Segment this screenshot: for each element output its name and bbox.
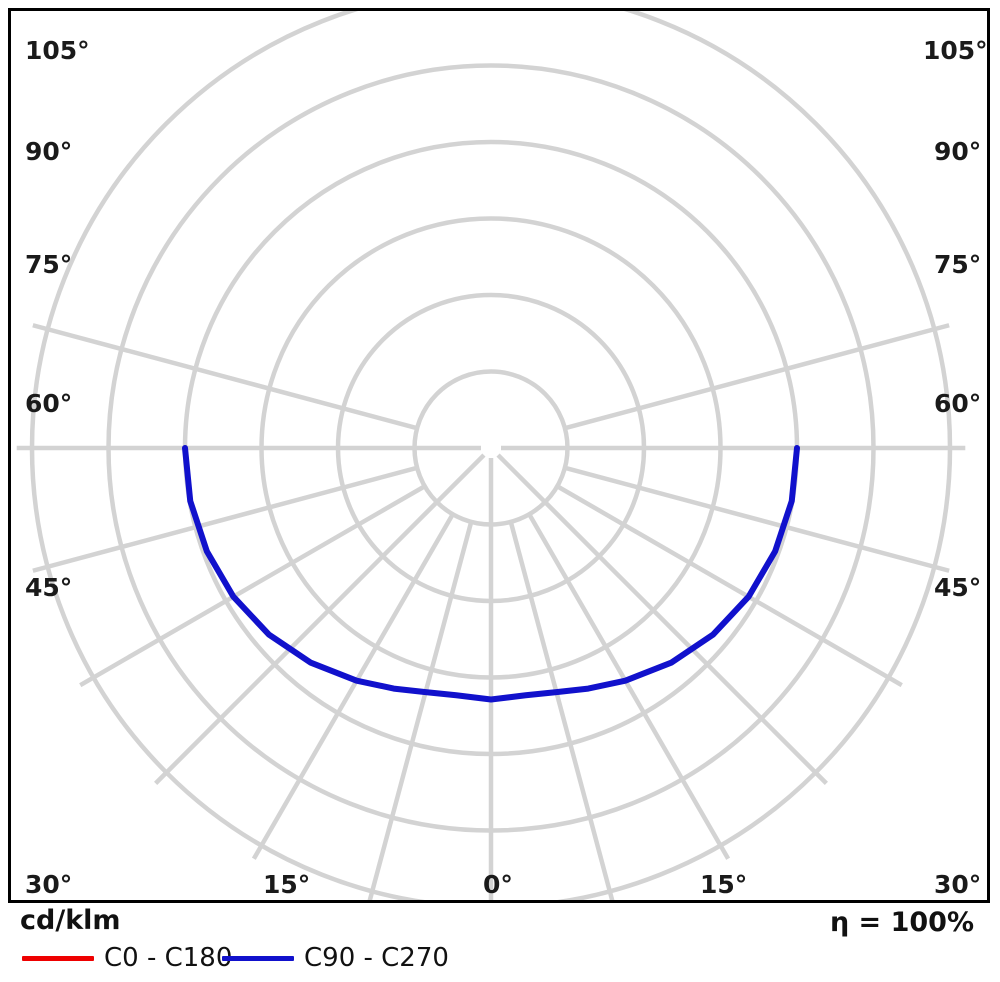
angle-tick-right-5: 30°	[934, 870, 982, 899]
angle-tick-right-2: 75°	[934, 250, 982, 279]
angle-tick-right-4: 45°	[934, 573, 982, 602]
polar-grid	[16, 11, 966, 900]
legend-label-c90-c270: C90 - C270	[304, 943, 449, 973]
angle-tick-bottom-0: 15°	[263, 870, 311, 899]
angle-tick-left-0: 105°	[25, 36, 90, 65]
grid-spoke-105	[564, 323, 950, 431]
unit-label: cd/klm	[20, 905, 121, 936]
legend-label-c0-c180: C0 - C180	[104, 943, 233, 973]
angle-tick-left-1: 90°	[25, 137, 73, 166]
legend-item-c90-c270[interactable]: C90 - C270	[222, 943, 449, 973]
grid-spoke--105	[32, 323, 418, 431]
grid-spoke--75	[32, 465, 418, 573]
grid-spoke--45	[154, 453, 486, 785]
grid-ring-outer-6	[29, 11, 953, 900]
legend-item-c0-c180[interactable]: C0 - C180	[22, 943, 232, 973]
grid-spoke-45	[496, 453, 828, 785]
angle-tick-right-3: 60°	[934, 389, 982, 418]
grid-spoke--30	[251, 513, 455, 860]
angle-tick-left-2: 75°	[25, 250, 73, 279]
efficiency-label: η = 100%	[829, 907, 974, 938]
polar-distribution-plot	[16, 11, 966, 900]
angle-tick-right-0: 105°	[923, 36, 988, 65]
polar-plot-frame: 105° 90° 75° 60° 45° 30° 105° 90° 75° 60° 45° 30° 15…	[8, 8, 990, 903]
angle-tick-left-3: 60°	[25, 389, 73, 418]
legend-swatch-c0-c180	[22, 955, 94, 961]
angle-tick-bottom-1: 0°	[483, 870, 513, 899]
grid-spoke--60	[79, 484, 426, 688]
polar-series	[182, 445, 800, 703]
angle-tick-left-5: 30°	[25, 870, 73, 899]
legend-swatch-c90-c270	[222, 955, 294, 961]
grid-spoke-15	[508, 521, 615, 900]
angle-tick-right-1: 90°	[934, 137, 982, 166]
legend-area: cd/klm η = 100% C0 - C180 C90 - C270	[0, 903, 1000, 982]
angle-tick-left-4: 45°	[25, 573, 73, 602]
series-path-1	[182, 445, 800, 703]
grid-spoke--15	[367, 521, 474, 900]
angle-tick-bottom-2: 15°	[700, 870, 748, 899]
grid-spoke-60	[556, 484, 903, 688]
grid-spoke-30	[527, 513, 731, 860]
grid-ring-outer-5	[106, 63, 876, 833]
grid-spoke-75	[564, 465, 950, 573]
